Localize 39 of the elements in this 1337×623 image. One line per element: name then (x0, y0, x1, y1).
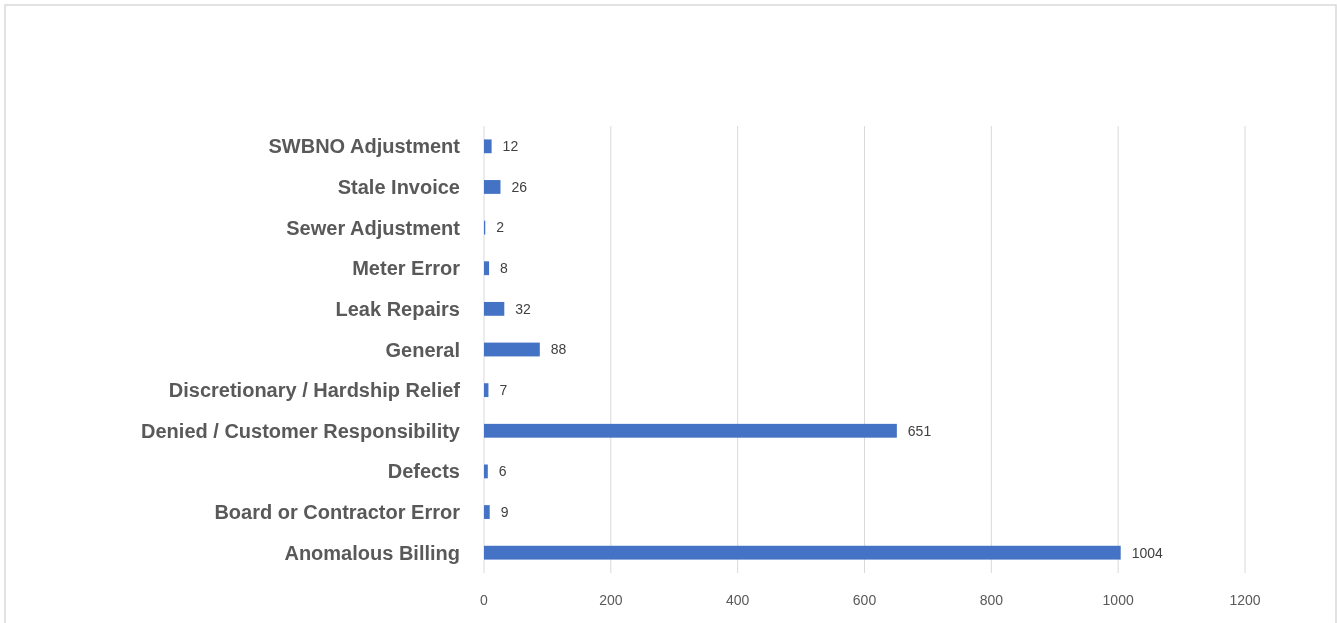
y-tick-label: Board or Contractor Error (214, 501, 461, 524)
y-tick-label: Sewer Adjustment (286, 216, 461, 239)
bar (484, 301, 505, 316)
y-tick-label: SWBNO Adjustment (268, 135, 461, 158)
bar (484, 464, 488, 479)
x-tick-label: 1200 (1229, 592, 1261, 608)
y-tick-label: Stale Invoice (337, 175, 460, 198)
data-label: 6 (498, 463, 507, 480)
data-label: 32 (515, 300, 532, 317)
data-label: 8 (500, 260, 509, 277)
x-tick-label: 600 (852, 592, 877, 608)
bar (484, 180, 501, 194)
bar (484, 342, 540, 357)
data-label: 12 (502, 138, 519, 155)
data-label: 7 (499, 382, 508, 399)
bar (484, 423, 897, 438)
y-tick-label: General (385, 338, 460, 361)
x-tick-label: 800 (979, 592, 1004, 608)
y-tick-label: Discretionary / Hardship Relief (168, 379, 461, 402)
x-tick-label: 400 (725, 592, 750, 608)
y-tick-label: Defects (387, 460, 460, 483)
data-label: 88 (550, 341, 567, 358)
bar (484, 505, 490, 519)
data-label: 9 (500, 503, 509, 520)
bar (484, 139, 492, 154)
x-tick-label: 0 (480, 592, 489, 608)
data-label: 26 (511, 178, 528, 195)
x-tick-label: 1000 (1102, 592, 1134, 608)
y-tick-label: Anomalous Billing (284, 541, 460, 564)
x-tick-label: 200 (599, 592, 623, 608)
y-tick-label: Denied / Customer Responsibility (141, 419, 461, 442)
data-label: 1004 (1131, 544, 1164, 561)
data-label: 2 (496, 219, 505, 236)
y-tick-label: Leak Repairs (335, 297, 460, 320)
y-tick-label: Meter Error (352, 257, 461, 280)
data-label: 651 (907, 422, 932, 439)
bar (484, 261, 490, 276)
bar (484, 383, 489, 398)
bar (484, 545, 1121, 560)
